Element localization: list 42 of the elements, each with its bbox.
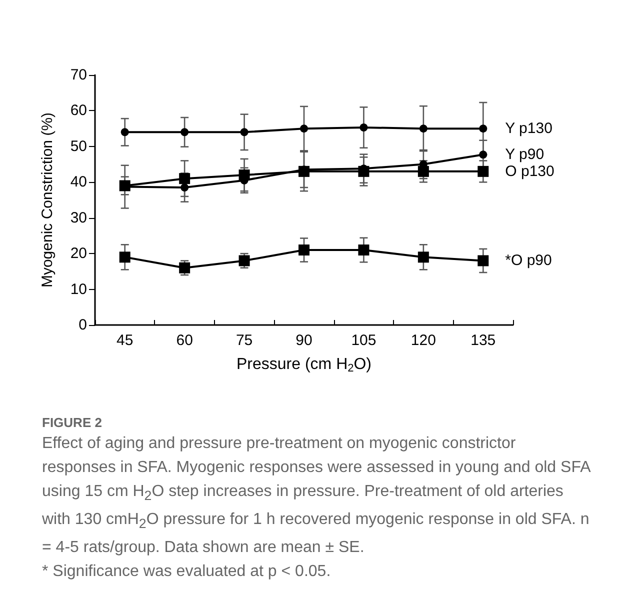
point	[360, 124, 368, 132]
point	[478, 255, 489, 266]
x-tick-label: 120	[410, 332, 436, 349]
point	[180, 128, 189, 136]
point	[120, 128, 129, 136]
y-axis-title: Myogenic Constriction (%)	[39, 112, 56, 288]
point	[179, 173, 190, 184]
point	[479, 124, 488, 133]
x-tick-label: 60	[176, 332, 193, 349]
point	[358, 244, 370, 256]
point	[418, 252, 429, 263]
x-tick-label: 90	[296, 332, 312, 349]
series-label: Y p130	[505, 120, 552, 138]
point	[238, 255, 250, 266]
y-tick-label: 70	[70, 66, 87, 84]
text: * Significance was evaluated at p < 0.05.	[42, 562, 332, 582]
series-label: *O p90	[505, 252, 552, 270]
y-tick-label: 40	[70, 174, 87, 191]
text: Effect of aging and pressure pre-treatment on myogenic constrictor responses in SFA. Myogenic responses were assessed in young and old SFA using 15 cm H$_{2}$O step increases in pressure. Pre-treatment of old arteries with 130 cmH$_{2}$O pressure for 1 h recovered myogenic response in old SFA. n = 4-5 rats/group. Data shown are mean ± SE.	[42, 435, 590, 556]
x-tick-label: 105	[351, 332, 376, 349]
series-label: O p130	[505, 162, 554, 180]
x-tick-label: 45	[116, 332, 134, 349]
point	[298, 244, 310, 256]
point	[479, 150, 488, 159]
point	[119, 252, 130, 263]
y-tick-label: 10	[70, 280, 87, 298]
point	[300, 124, 308, 133]
point	[240, 128, 248, 136]
y-tick-label: 0	[78, 316, 87, 334]
x-tick-label: 135	[470, 332, 496, 349]
point	[478, 166, 489, 177]
point	[180, 184, 189, 192]
series-label: Y p90	[505, 146, 544, 164]
y-tick-label: 20	[70, 245, 87, 262]
y-tick-label: 50	[70, 138, 87, 155]
point	[419, 124, 428, 133]
y-tick-label: 60	[70, 102, 87, 120]
point	[418, 166, 429, 177]
x-tick-label: 75	[236, 332, 253, 349]
y-tick-label: 30	[70, 209, 87, 226]
caption: FIGURE 2	[42, 415, 103, 430]
point	[179, 262, 190, 274]
